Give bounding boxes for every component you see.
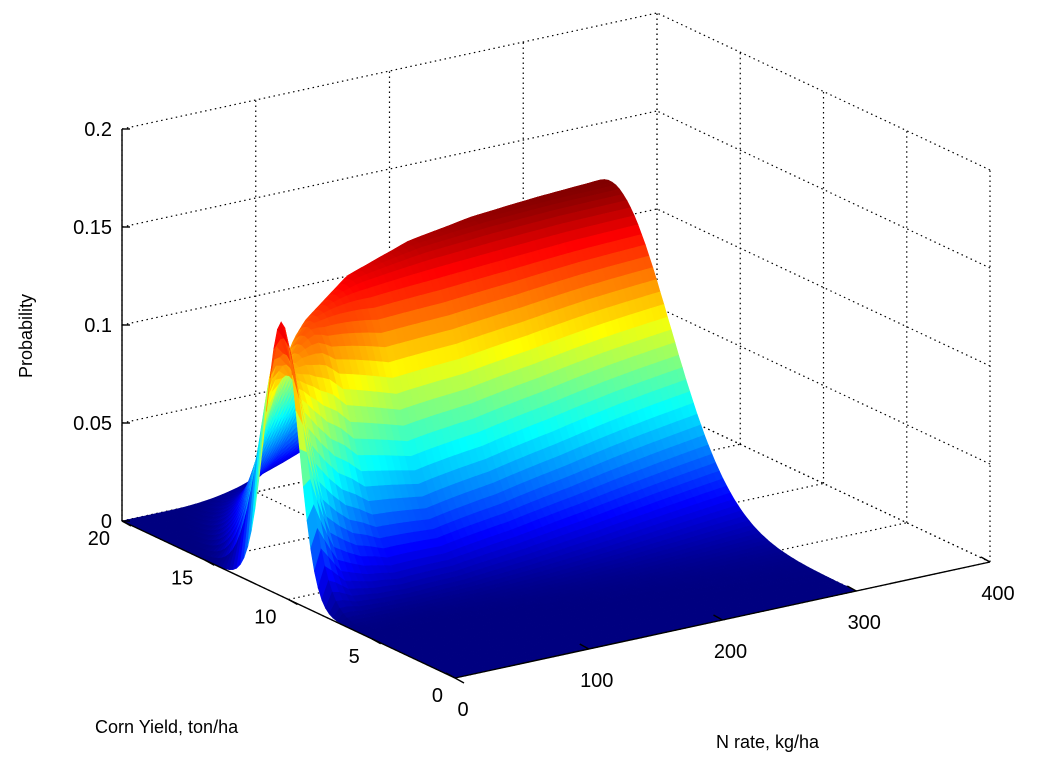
back-wall-grid-line xyxy=(121,110,658,228)
surface-plot xyxy=(121,179,858,679)
side-wall-grid-line xyxy=(656,12,991,171)
side-wall-grid-line xyxy=(656,110,991,269)
side-wall-grid-line xyxy=(656,306,991,465)
back-wall-grid-line xyxy=(121,12,658,130)
side-wall-grid-line xyxy=(656,208,991,367)
side-wall-grid-line xyxy=(656,404,991,563)
